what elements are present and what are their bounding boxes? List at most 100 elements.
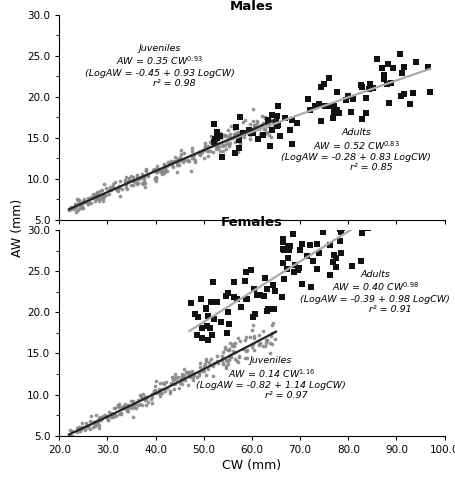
- Point: [206, 147, 213, 154]
- Point: [119, 185, 126, 193]
- Point: [212, 135, 220, 142]
- Point: [193, 332, 200, 339]
- Point: [103, 414, 110, 422]
- Point: [247, 266, 254, 273]
- Point: [286, 126, 293, 134]
- Point: [137, 394, 145, 402]
- Point: [69, 434, 76, 441]
- Point: [253, 123, 260, 131]
- Point: [143, 393, 151, 400]
- Point: [160, 161, 167, 169]
- Point: [125, 177, 132, 184]
- Point: [78, 201, 85, 209]
- Point: [104, 186, 111, 194]
- Point: [234, 136, 242, 144]
- Point: [283, 242, 290, 250]
- Point: [278, 293, 285, 301]
- Point: [268, 321, 275, 329]
- Point: [117, 410, 124, 418]
- Point: [233, 295, 240, 302]
- Point: [333, 88, 340, 96]
- Point: [87, 194, 94, 201]
- Point: [107, 412, 115, 420]
- Point: [87, 199, 94, 207]
- Point: [148, 390, 156, 398]
- Point: [161, 387, 168, 395]
- Point: [142, 393, 149, 401]
- Point: [242, 295, 249, 303]
- Point: [268, 329, 275, 336]
- Point: [189, 151, 197, 159]
- Point: [99, 412, 106, 420]
- Point: [177, 156, 184, 164]
- Point: [320, 80, 327, 88]
- Point: [258, 327, 266, 335]
- Point: [279, 259, 286, 267]
- Point: [266, 349, 273, 357]
- Point: [138, 170, 145, 178]
- Point: [151, 389, 158, 396]
- Point: [313, 265, 320, 273]
- Point: [96, 414, 103, 422]
- Point: [210, 138, 217, 146]
- Point: [179, 158, 186, 166]
- Point: [157, 167, 164, 175]
- Point: [136, 391, 143, 399]
- Point: [96, 197, 103, 205]
- Point: [74, 206, 81, 214]
- Point: [266, 332, 273, 340]
- Point: [263, 122, 270, 130]
- Point: [225, 141, 232, 149]
- Point: [94, 418, 101, 426]
- Point: [254, 135, 261, 142]
- Point: [239, 118, 246, 126]
- Point: [291, 261, 298, 269]
- Point: [194, 313, 202, 321]
- Point: [218, 148, 226, 155]
- Point: [372, 56, 379, 63]
- Point: [207, 298, 214, 306]
- Point: [249, 121, 257, 129]
- Point: [321, 216, 329, 224]
- Point: [234, 358, 242, 365]
- Point: [121, 400, 128, 408]
- Point: [240, 336, 248, 344]
- Point: [336, 249, 344, 257]
- Point: [224, 127, 231, 135]
- Point: [190, 151, 197, 159]
- Point: [195, 371, 202, 378]
- Point: [379, 75, 387, 83]
- Point: [258, 131, 266, 139]
- Point: [84, 199, 91, 207]
- Point: [233, 333, 241, 341]
- Point: [107, 413, 114, 421]
- Text: Adults
AW = 0.52 CW$^{0.83}$
(LogAW = -0.28 + 0.83 LogCW)
          r² = 0.85: Adults AW = 0.52 CW$^{0.83}$ (LogAW = -0…: [280, 128, 430, 172]
- Point: [192, 373, 200, 380]
- Point: [231, 339, 238, 347]
- Point: [124, 403, 131, 410]
- Point: [78, 204, 86, 212]
- Point: [115, 184, 122, 192]
- Point: [224, 356, 232, 364]
- Point: [209, 363, 216, 370]
- Point: [249, 129, 257, 137]
- Point: [116, 403, 123, 411]
- Point: [169, 380, 176, 388]
- Point: [406, 100, 413, 107]
- Point: [139, 180, 147, 188]
- Point: [127, 172, 135, 180]
- Point: [87, 412, 94, 420]
- Point: [150, 387, 157, 394]
- Point: [105, 408, 112, 416]
- Point: [268, 319, 276, 327]
- Point: [230, 125, 237, 133]
- Point: [202, 305, 209, 313]
- Point: [129, 182, 136, 189]
- Point: [222, 329, 230, 337]
- Point: [188, 377, 196, 384]
- Point: [76, 202, 83, 210]
- Point: [408, 90, 415, 97]
- Point: [213, 358, 220, 365]
- Text: Juveniles
AW = 0.35 CW$^{0.93}$
(LogAW = -0.45 + 0.93 LogCW)
          r² = 0.98: Juveniles AW = 0.35 CW$^{0.93}$ (LogAW =…: [84, 44, 234, 88]
- Point: [204, 142, 212, 150]
